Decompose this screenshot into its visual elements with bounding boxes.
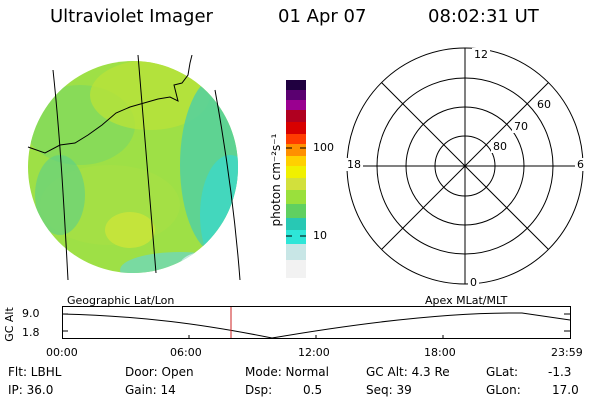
- polar-label-18: 18: [345, 158, 363, 171]
- altitude-y-high: 9.0: [22, 307, 40, 320]
- info-glat-value: -1.3: [548, 365, 572, 379]
- info-mode: Mode: Normal: [245, 365, 329, 379]
- colorbar-tick-10: 10: [313, 229, 327, 242]
- info-glon-label: GLon:: [486, 383, 521, 397]
- polar-label-12: 12: [472, 48, 490, 61]
- info-glat-label: GLat:: [486, 365, 519, 379]
- info-door: Door: Open: [125, 365, 194, 379]
- altitude-plot: [62, 306, 571, 339]
- info-gain: Gain: 14: [125, 383, 176, 397]
- polar-ring-70: 70: [512, 120, 530, 133]
- info-flt: Flt: LBHL: [8, 365, 62, 379]
- x-tick-0600: 06:00: [170, 346, 202, 359]
- date-label: 01 Apr 07: [278, 6, 367, 27]
- info-dsp-value: 0.5: [303, 383, 323, 397]
- info-ip: IP: 36.0: [8, 383, 54, 397]
- colorbar-tick-100: 100: [313, 141, 334, 154]
- polar-plot: [346, 47, 584, 285]
- altitude-y-low: 1.8: [22, 326, 40, 339]
- altitude-ylabel: GC Alt: [2, 307, 16, 342]
- x-tick-1800: 18:00: [424, 346, 456, 359]
- x-tick-2359: 23:59: [551, 346, 583, 359]
- info-gc-alt: GC Alt: 4.3 Re: [366, 365, 450, 379]
- time-label: 08:02:31 UT: [428, 6, 539, 27]
- colorbar-label: photon cm⁻²s⁻¹: [269, 133, 283, 227]
- info-glon-value: 17.0: [552, 383, 579, 397]
- polar-ring-60: 60: [535, 98, 553, 111]
- app-title: Ultraviolet Imager: [50, 6, 213, 27]
- altitude-left-caption: Geographic Lat/Lon: [67, 294, 175, 307]
- polar-label-6: 6: [575, 158, 586, 171]
- altitude-right-caption: Apex MLat/MLT: [425, 294, 508, 307]
- polar-label-0: 0: [468, 276, 479, 289]
- colorbar: [286, 80, 306, 278]
- x-tick-1200: 12:00: [298, 346, 330, 359]
- x-tick-0000: 00:00: [46, 346, 78, 359]
- geographic-image: [27, 55, 241, 281]
- polar-ring-80: 80: [491, 140, 509, 153]
- info-seq: Seq: 39: [366, 383, 412, 397]
- info-dsp-label: Dsp:: [245, 383, 273, 397]
